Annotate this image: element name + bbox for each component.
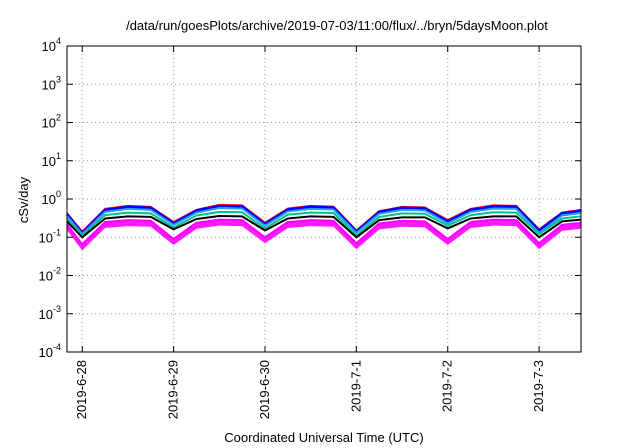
y-tick-label: 100 <box>42 189 61 207</box>
y-tick-label: 10-4 <box>39 342 61 360</box>
series-line <box>66 215 582 239</box>
series-line <box>66 207 582 236</box>
x-axis-label: Coordinated Universal Time (UTC) <box>224 430 423 445</box>
y-tick-label: 10-2 <box>39 266 61 284</box>
grid <box>67 46 581 352</box>
y-axis: 10-4 10-3 10-2 10-1 100 101 102 103 104 <box>39 36 581 360</box>
series-band <box>67 219 581 251</box>
x-tick-label: 2019-7-1 <box>348 360 363 412</box>
y-axis-label: cSv/day <box>16 176 31 223</box>
series-line <box>66 210 582 237</box>
x-tick-label: 2019-7-3 <box>531 360 546 412</box>
series-line <box>66 204 582 235</box>
y-tick-label: 103 <box>42 74 61 92</box>
x-axis: 2019-6-28 2019-6-29 2019-6-30 2019-7-1 2019-… <box>74 46 546 419</box>
y-tick-label: 10-3 <box>39 304 61 322</box>
x-tick-label: 2019-6-30 <box>257 360 272 419</box>
y-tick-label: 10-1 <box>39 227 61 245</box>
y-tick-label: 104 <box>42 36 61 54</box>
series-layer <box>66 203 582 251</box>
y-tick-label: 101 <box>42 151 61 169</box>
x-tick-label: 2019-6-29 <box>166 360 181 419</box>
chart-title: /data/run/goesPlots/archive/2019-07-03/1… <box>126 18 548 33</box>
y-tick-label: 102 <box>42 113 61 131</box>
x-tick-label: 2019-6-28 <box>74 360 89 419</box>
series-line <box>66 218 582 246</box>
x-tick-label: 2019-7-2 <box>440 360 455 412</box>
